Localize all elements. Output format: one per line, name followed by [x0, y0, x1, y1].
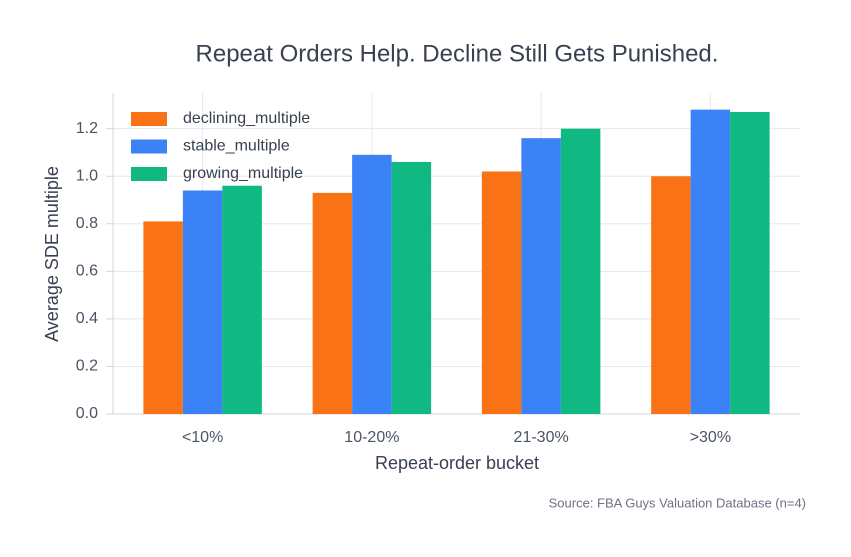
y-tick-label: 0.6 — [76, 263, 98, 280]
legend-label: stable_multiple — [183, 138, 290, 155]
y-tick-label: 0.4 — [76, 310, 98, 327]
x-tick-label: <10% — [182, 429, 223, 446]
bar — [521, 138, 561, 414]
bar — [312, 192, 353, 414]
y-tick-label: 0.8 — [76, 215, 98, 232]
bar — [182, 190, 223, 414]
y-tick-label: 1.2 — [76, 120, 98, 137]
y-tick-label: 1.0 — [76, 167, 98, 184]
y-tick-label: 0.2 — [76, 358, 98, 375]
bar — [690, 109, 731, 415]
bar — [651, 176, 691, 414]
bar — [391, 161, 432, 414]
y-tick-label: 0.0 — [76, 405, 98, 422]
legend-swatch — [131, 167, 167, 181]
bar — [481, 171, 522, 414]
source-note: Source: FBA Guys Valuation Database (n=4… — [549, 495, 806, 510]
legend-label: declining_multiple — [183, 110, 310, 127]
bar — [730, 112, 770, 415]
x-tick-label: 21-30% — [514, 429, 569, 446]
bar — [560, 128, 601, 414]
chart-title: Repeat Orders Help. Decline Still Gets P… — [196, 40, 719, 67]
x-tick-label: 10-20% — [344, 429, 399, 446]
x-axis-label: Repeat-order bucket — [375, 453, 539, 473]
legend-swatch — [131, 112, 167, 126]
legend-label: growing_multiple — [183, 165, 303, 182]
bar — [143, 221, 183, 414]
bar — [222, 185, 262, 414]
legend-swatch — [131, 139, 167, 154]
x-tick-label: >30% — [690, 429, 731, 446]
y-axis-label: Average SDE multiple — [42, 166, 62, 342]
bar — [352, 154, 392, 415]
